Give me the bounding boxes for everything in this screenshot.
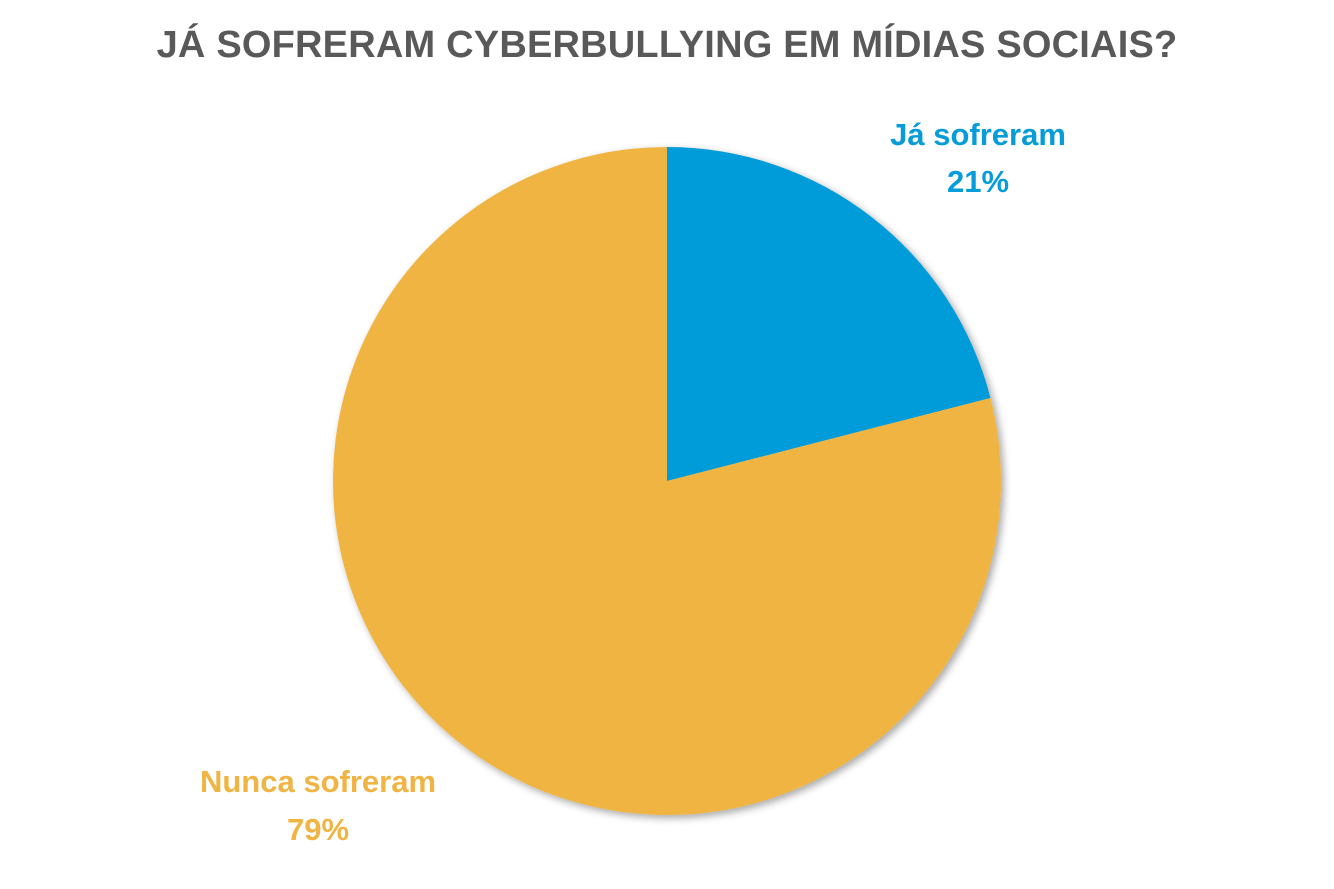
slice-label-value: 21%: [947, 164, 1009, 199]
slice-label-nunca-sofreram: Nunca sofreram 79%: [200, 764, 436, 847]
chart-title: JÁ SOFRERAM CYBERBULLYING EM MÍDIAS SOCI…: [156, 24, 1178, 66]
pie-slice-j-sofreram: [667, 147, 991, 481]
slice-label-value: 79%: [287, 812, 349, 847]
pie-slices: [333, 147, 1002, 815]
pie-slice-nunca-sofreram: [333, 147, 1002, 815]
slice-label-ja-sofreram: Já sofreram 21%: [890, 117, 1066, 199]
slice-label-name: Nunca sofreram: [200, 764, 436, 799]
slice-label-name: Já sofreram: [890, 117, 1066, 152]
